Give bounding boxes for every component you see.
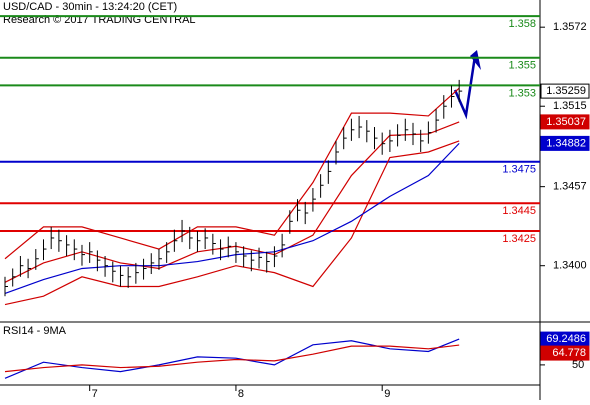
rsi-line — [4, 344, 460, 373]
level-label: 1.3425 — [502, 233, 536, 245]
level-label: 1.3445 — [502, 205, 536, 217]
price-tag — [540, 114, 590, 130]
y-tick-label: 1.3457 — [553, 181, 587, 193]
price-tag-label: 1.34882 — [546, 137, 586, 149]
y-tick-label: 1.3400 — [553, 260, 587, 272]
x-tick-label: 9 — [384, 388, 390, 400]
level-label: 1.355 — [508, 60, 536, 72]
y-tick-label: 1.3572 — [553, 21, 587, 33]
price-tag-label: 69.2486 — [546, 333, 586, 345]
level-label: 1.353 — [508, 87, 536, 99]
rsi-line — [4, 338, 460, 379]
chart-title: USD/CAD - 30min - 13:24:20 (CET) — [3, 1, 177, 13]
price-tag — [540, 345, 590, 361]
x-tick-label: 8 — [238, 388, 244, 400]
price-tag — [540, 135, 590, 151]
price-tag — [540, 83, 590, 99]
arrow-head — [470, 50, 481, 70]
indicator-line — [4, 87, 460, 260]
y-tick-label: 50 — [572, 359, 584, 371]
indicator-line — [4, 140, 460, 306]
rsi-title: RSI14 - 9MA — [3, 325, 67, 337]
x-tick-label: 7 — [92, 388, 98, 400]
price-tag-label: 1.35259 — [546, 85, 586, 97]
forecast-arrow — [453, 55, 477, 120]
level-label: 1.3475 — [502, 164, 536, 176]
price-tag-label: 1.35037 — [546, 116, 586, 128]
y-tick-label: 1.3515 — [553, 100, 587, 112]
price-tag-label: 64.778 — [552, 347, 586, 359]
level-label: 1.358 — [508, 18, 536, 30]
